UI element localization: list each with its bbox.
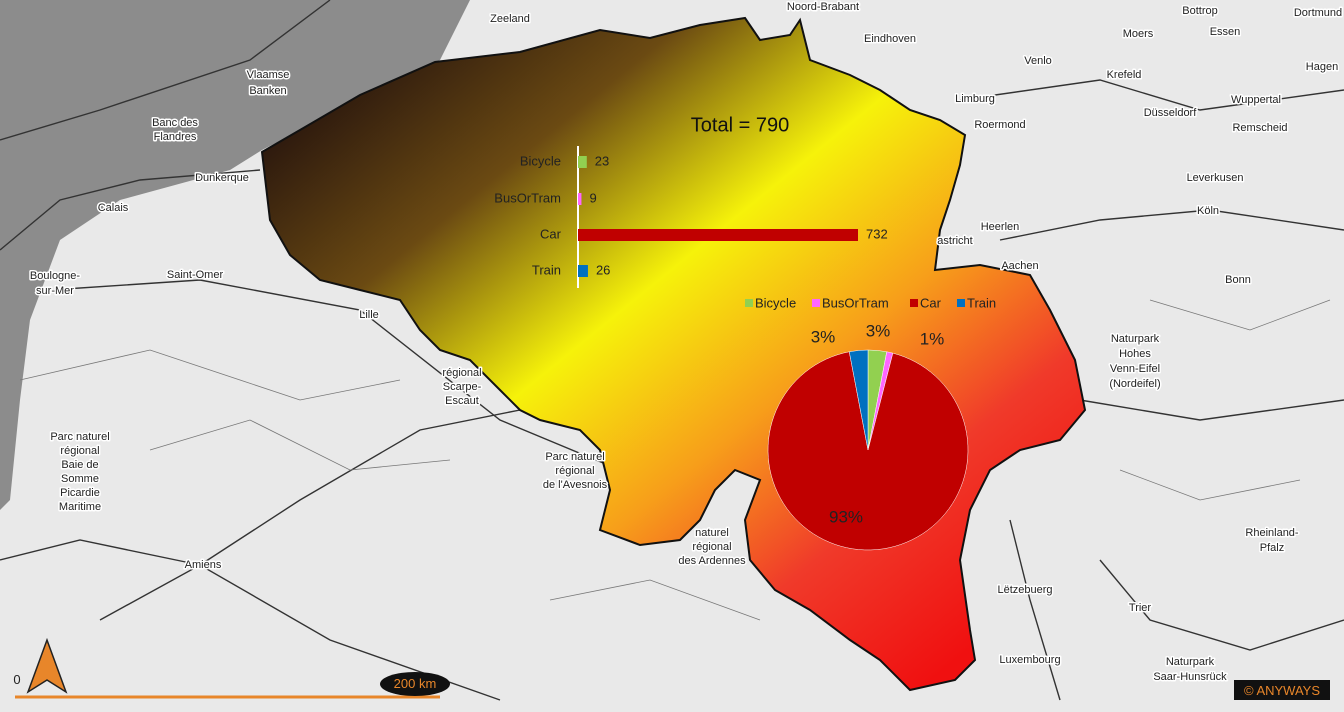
bar-category-label: Car [540, 226, 562, 241]
place-label: Köln [1197, 205, 1219, 217]
place-label: Hagen [1306, 61, 1338, 73]
place-label: Heerlen [981, 221, 1020, 233]
place-label: de l'Avesnois [543, 479, 608, 491]
place-label: Parc naturel [545, 451, 604, 463]
place-label: Saar-Hunsrück [1153, 671, 1227, 683]
place-label: régional [60, 445, 99, 457]
place-label: Flandres [154, 131, 197, 143]
legend-swatch [812, 299, 820, 307]
place-label: Venn-Eifel [1110, 363, 1160, 375]
place-label: Calais [98, 202, 129, 214]
place-label: Bonn [1225, 274, 1251, 286]
place-label: Luxembourg [999, 654, 1060, 666]
pie-slice [767, 351, 969, 551]
bar-value-label: 23 [595, 153, 609, 168]
place-label: Essen [1210, 26, 1241, 38]
bar [578, 265, 588, 277]
bar-value-label: 26 [596, 262, 610, 277]
legend-label: Bicycle [755, 295, 796, 310]
bar-category-label: Train [532, 262, 561, 277]
pie-slice [848, 349, 869, 451]
bar [578, 193, 582, 205]
sea [0, 0, 470, 510]
place-label: Escaut [445, 395, 479, 407]
place-label: Pfalz [1260, 542, 1284, 554]
place-label: Dunkerque [195, 172, 249, 184]
place-label: Wuppertal [1231, 94, 1281, 106]
place-label: régional [692, 541, 731, 553]
place-label: Scarpe- [443, 381, 482, 393]
legend-label: BusOrTram [822, 295, 889, 310]
bar [578, 229, 858, 241]
place-label: Düsseldorf [1144, 107, 1198, 119]
place-label: Venlo [1024, 55, 1052, 67]
place-label: Rheinland- [1245, 527, 1299, 539]
place-label: Roermond [974, 119, 1025, 131]
place-label: Naturpark [1166, 656, 1215, 668]
place-label: Aachen [1001, 260, 1038, 272]
place-label: Noord-Brabant [787, 1, 859, 13]
place-label: Remscheid [1232, 122, 1287, 134]
place-label: Boulogne- [30, 270, 80, 282]
place-label: Maritime [59, 501, 101, 513]
legend-label: Train [967, 295, 996, 310]
chart-title: Total = 790 [691, 114, 789, 136]
place-label: régional [555, 465, 594, 477]
pie-value-label: 3% [866, 321, 891, 340]
place-label: Naturpark [1111, 333, 1160, 345]
legend-swatch [910, 299, 918, 307]
north-arrow [26, 637, 68, 694]
copyright: © ANYWAYS [1244, 683, 1320, 698]
scale-start: 0 [13, 672, 20, 687]
place-label: Lëtzebuerg [997, 584, 1052, 596]
place-label: Banc des [152, 117, 198, 129]
place-label: naturel [695, 527, 729, 539]
place-label: Vlaamse [247, 69, 290, 81]
place-label: Hohes [1119, 348, 1151, 360]
place-label: Picardie [60, 487, 100, 499]
place-label: astricht [937, 235, 972, 247]
place-label: Parc naturel [50, 431, 109, 443]
minor-roads [19, 299, 1331, 621]
pie-value-label: 93% [829, 507, 863, 526]
place-label: Amiens [185, 559, 222, 571]
north-arrow-shape [26, 637, 68, 694]
place-label: (Nordeifel) [1109, 378, 1160, 390]
place-label: Trier [1129, 602, 1152, 614]
place-label: Dortmund [1294, 7, 1342, 19]
place-label: régional [442, 367, 481, 379]
scale-label-bg [380, 672, 450, 696]
scale-label: 200 km [394, 676, 437, 691]
place-label: Moers [1123, 28, 1154, 40]
pie-value-label: 3% [811, 327, 836, 346]
place-label: sur-Mer [36, 285, 74, 297]
legend-label: Car [920, 295, 942, 310]
bar-category-label: Bicycle [520, 153, 561, 168]
place-label: Baie de [61, 459, 98, 471]
place-label: Bottrop [1182, 5, 1217, 17]
place-label: Somme [61, 473, 99, 485]
pie-value-label: 1% [920, 329, 945, 348]
bar-value-label: 732 [866, 226, 888, 241]
bar-value-label: 9 [589, 190, 596, 205]
place-label: des Ardennes [678, 555, 746, 567]
place-label: Leverkusen [1187, 172, 1244, 184]
place-label: Zeeland [490, 13, 530, 25]
bar [578, 156, 587, 168]
bar-category-label: BusOrTram [494, 190, 561, 205]
copyright-bg [1234, 680, 1330, 700]
place-label: Banken [249, 85, 286, 97]
place-label: Saint-Omer [167, 269, 224, 281]
legend-swatch [957, 299, 965, 307]
legend-swatch [745, 299, 753, 307]
place-label: Limburg [955, 93, 995, 105]
place-label: Lille [359, 309, 379, 321]
place-label: Eindhoven [864, 33, 916, 45]
place-label: Krefeld [1107, 69, 1142, 81]
